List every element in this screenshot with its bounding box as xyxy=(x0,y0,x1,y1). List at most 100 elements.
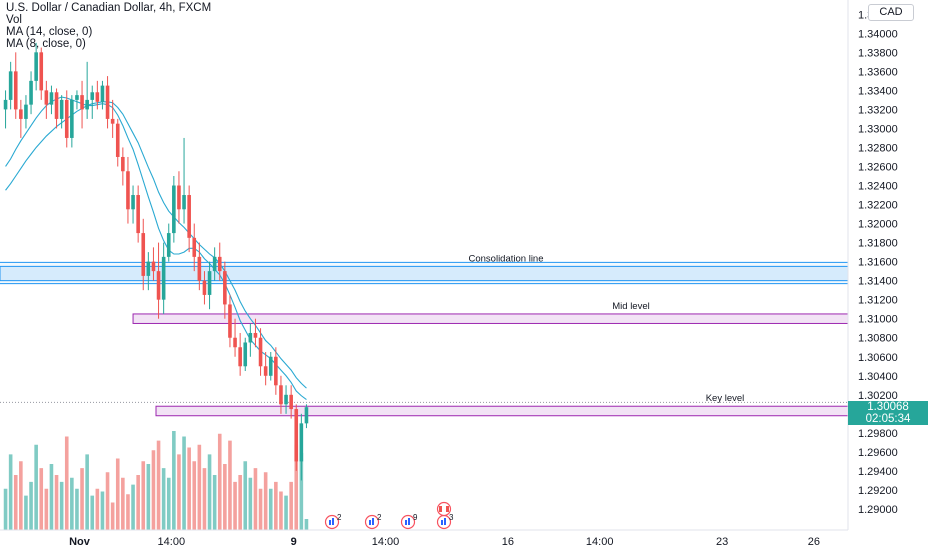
bar-countdown-tag: 02:05:34 xyxy=(848,413,928,426)
volume-bar xyxy=(8,454,13,530)
volume-bar xyxy=(90,495,95,530)
event-marker-icon: 9 xyxy=(400,513,418,530)
candle-body xyxy=(13,71,18,110)
volume-bar xyxy=(131,484,135,530)
candle-body xyxy=(248,332,253,343)
candle-body xyxy=(187,195,191,238)
volume-bar xyxy=(13,475,18,530)
price-tick-label: 1.32400 xyxy=(858,181,898,193)
price-tick-label: 1.30200 xyxy=(858,390,898,402)
candle-body xyxy=(151,261,156,272)
ma8-label[interactable]: MA (8, close, 0) xyxy=(6,38,86,50)
time-tick-label: 23 xyxy=(716,536,728,548)
volume-bar xyxy=(228,440,232,530)
volume-bar xyxy=(156,440,161,530)
chart-legend: U.S. Dollar / Canadian Dollar, 4h, FXCM … xyxy=(6,2,211,50)
price-tick-label: 1.32600 xyxy=(858,161,898,173)
currency-badge[interactable]: CAD xyxy=(868,4,914,21)
volume-bar xyxy=(19,461,23,530)
candle-body xyxy=(49,92,54,105)
candle-body xyxy=(156,271,161,300)
price-tick-label: 1.33400 xyxy=(858,85,898,97)
candle-body xyxy=(228,304,232,338)
price-tick-label: 1.32200 xyxy=(858,200,898,212)
time-tick-label: 14:00 xyxy=(586,536,614,548)
volume-bar xyxy=(110,502,115,530)
volume-bar xyxy=(141,461,146,530)
volume-bar xyxy=(64,436,69,530)
price-tick-label: 1.31000 xyxy=(858,314,898,326)
candle-body xyxy=(258,337,263,367)
candle-body xyxy=(197,256,202,281)
price-axis-background xyxy=(848,0,932,550)
price-tick-label: 1.31600 xyxy=(858,257,898,269)
price-tick-label: 1.32800 xyxy=(858,142,898,154)
candle-body xyxy=(136,195,140,234)
candle-body xyxy=(207,271,212,295)
event-marker-bar xyxy=(372,518,374,525)
candle-body xyxy=(3,99,8,110)
volume-bar xyxy=(121,477,125,530)
ma14-label[interactable]: MA (14, close, 0) xyxy=(6,26,93,38)
candle-body xyxy=(279,385,283,405)
event-marker-bar xyxy=(444,518,446,525)
volume-bar xyxy=(115,458,120,530)
candle-body xyxy=(223,271,227,305)
price-tick-label: 1.33600 xyxy=(858,66,898,78)
volume-bar xyxy=(299,453,304,530)
volume-label[interactable]: Vol xyxy=(6,14,22,26)
volume-bar xyxy=(151,450,156,530)
candle-body xyxy=(294,409,299,462)
event-marker-bar xyxy=(405,520,407,525)
time-tick-label: 9 xyxy=(291,536,297,548)
candle-body xyxy=(34,52,38,81)
price-tick-label: 1.29600 xyxy=(858,447,898,459)
candle-body xyxy=(299,423,304,462)
zone-label-consolidation: Consolidation line xyxy=(469,253,544,264)
candle-body xyxy=(105,85,110,119)
volume-bar xyxy=(59,481,64,530)
event-marker-count: 2 xyxy=(337,513,342,522)
price-tick-label: 1.31200 xyxy=(858,295,898,307)
volume-bar xyxy=(136,475,140,530)
candle-body xyxy=(8,71,13,100)
event-marker-bar xyxy=(329,520,331,525)
candle-body xyxy=(85,99,89,110)
candle-body xyxy=(19,109,23,119)
ma14-line xyxy=(5,101,307,389)
time-tick-label: 26 xyxy=(808,536,820,548)
volume-bar xyxy=(268,488,273,530)
volume-bar xyxy=(172,431,176,530)
candle-body xyxy=(161,256,166,300)
volume-bar xyxy=(49,464,54,530)
volume-bar xyxy=(217,433,222,530)
candle-body xyxy=(80,95,84,110)
volume-bar xyxy=(284,495,288,530)
time-tick-label: 16 xyxy=(502,536,514,548)
candle-body xyxy=(146,261,151,276)
candle-body xyxy=(44,90,49,105)
volume-bar xyxy=(70,477,74,530)
zone-consolidation-outer-fill xyxy=(0,262,848,284)
canada-flag-icon xyxy=(436,501,452,517)
time-tick-label: 14:00 xyxy=(372,536,400,548)
time-axis-background xyxy=(0,530,848,550)
volume-bar xyxy=(187,447,191,530)
volume-bar xyxy=(212,475,217,530)
volume-bar xyxy=(253,468,258,530)
candle-body xyxy=(289,394,293,410)
candle-body xyxy=(75,95,79,100)
candle-body xyxy=(166,233,171,257)
volume-bar xyxy=(197,444,202,530)
candle-body xyxy=(268,356,273,376)
price-tick-label: 1.31400 xyxy=(858,276,898,288)
candle-body xyxy=(70,99,74,138)
symbol-title[interactable]: U.S. Dollar / Canadian Dollar, 4h, FXCM xyxy=(6,2,212,14)
volume-bar xyxy=(39,468,44,530)
candle-body xyxy=(95,92,100,102)
candle-body xyxy=(284,394,288,405)
candle-body xyxy=(90,92,95,100)
price-tick-label: 1.33000 xyxy=(858,123,898,135)
